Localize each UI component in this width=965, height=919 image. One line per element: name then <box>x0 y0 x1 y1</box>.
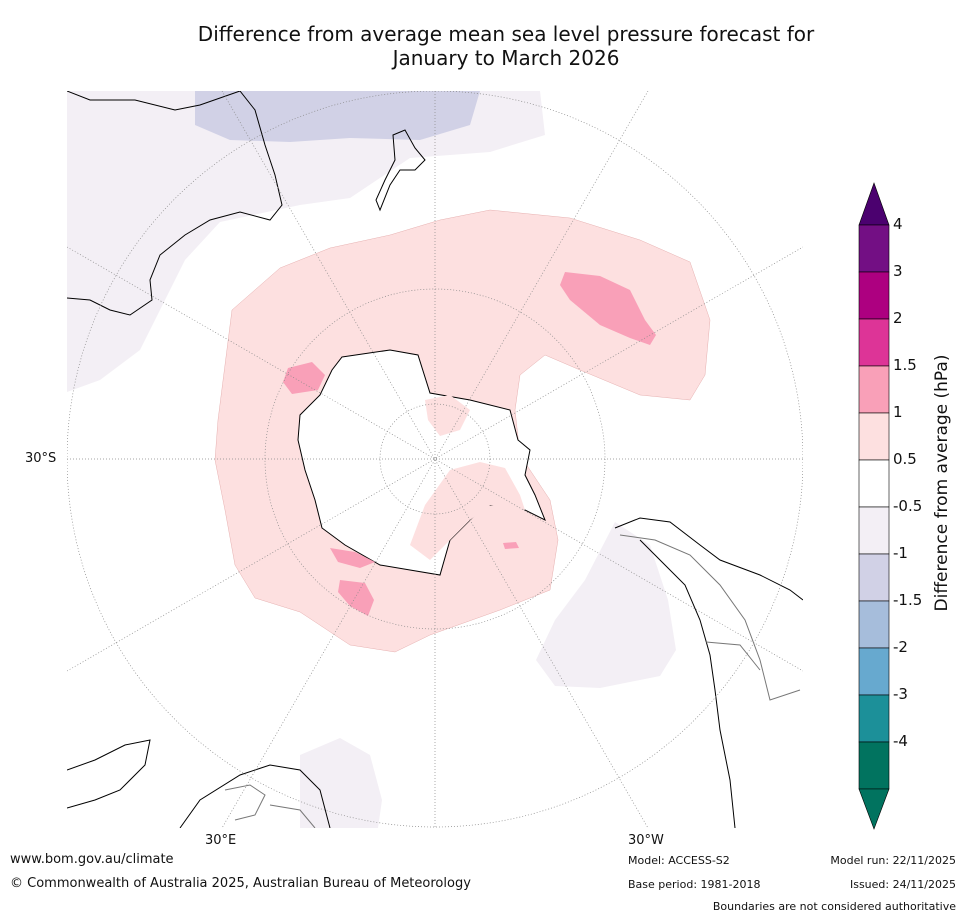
colorbar-tick-label: -4 <box>893 732 908 750</box>
negative-anomaly-region-australia <box>67 91 545 392</box>
footer-copyright: © Commonwealth of Australia 2025, Austra… <box>10 876 471 891</box>
meridian-line <box>221 91 649 828</box>
colorbar-tick-label: -1.5 <box>893 591 923 609</box>
footer-disclaimer: Boundaries are not considered authoritat… <box>712 900 956 913</box>
latitude-label-30s: 30°S <box>25 451 57 466</box>
colorbar-segment <box>858 694 890 743</box>
new-zealand-coastline <box>375 129 426 212</box>
footer-base-period: Base period: 1981-2018 <box>628 878 761 891</box>
meridian-line <box>67 246 803 672</box>
colorbar-segment <box>858 741 890 790</box>
positive-anomaly-core-east-antarctica <box>283 362 325 394</box>
footer-model: Model: ACCESS-S2 <box>628 854 730 867</box>
africa-country-borders <box>224 784 316 828</box>
colorbar-segment <box>858 506 890 555</box>
colorbar-title: Difference from average (hPa) <box>932 354 952 612</box>
positive-anomaly-core-south-atlantic <box>338 580 374 616</box>
colorbar-segment <box>858 647 890 696</box>
colorbar-segment <box>858 271 890 320</box>
colorbar-bottom-arrow <box>858 788 890 830</box>
negative-anomaly-core-tasman <box>195 91 480 142</box>
footer-url[interactable]: www.bom.gov.au/climate <box>10 852 174 867</box>
colorbar-tick-label: 1 <box>893 403 903 421</box>
colorbar-segment <box>858 318 890 367</box>
footer-issued: Issued: 24/11/2025 <box>849 878 956 891</box>
colorbar-tick-label: 4 <box>893 215 903 233</box>
colorbar-segment <box>858 459 890 508</box>
colorbar-top-arrow <box>858 182 890 226</box>
africa-coastline <box>67 739 331 828</box>
positive-anomaly-antarctic-east <box>425 395 470 436</box>
colorbar-tick-label: -0.5 <box>893 497 923 515</box>
colorbar-segment <box>858 365 890 414</box>
positive-anomaly-antarctic-west <box>410 462 525 560</box>
meridian-line <box>67 246 803 672</box>
colorbar-tick-label: 1.5 <box>893 356 917 374</box>
chart-title: Difference from average mean sea level p… <box>0 22 965 70</box>
colorbar-segment <box>858 553 890 602</box>
colorbar-tick-label: 2 <box>893 309 903 327</box>
positive-anomaly-core-drake <box>503 542 519 549</box>
footer-model-run: Model run: 22/11/2025 <box>830 854 956 867</box>
chart-title-line1: Difference from average mean sea level p… <box>197 22 815 46</box>
chart-title-line2: January to March 2026 <box>392 46 620 70</box>
colorbar-segment <box>858 412 890 461</box>
colorbar-tick-label: -3 <box>893 685 908 703</box>
negative-anomaly-region-south-america <box>536 522 676 688</box>
south-america-country-borders <box>619 534 801 701</box>
colorbar-tick-label: -2 <box>893 638 908 656</box>
negative-anomaly-region-africa <box>300 738 382 828</box>
colorbar-segment <box>858 224 890 273</box>
longitude-label-30w: 30°W <box>628 833 664 848</box>
graticule <box>67 91 803 828</box>
positive-anomaly-core-pacific <box>560 272 656 345</box>
colorbar-tick-label: -1 <box>893 544 908 562</box>
australia-coastline <box>67 91 283 316</box>
colorbar-tick-label: 0.5 <box>893 450 917 468</box>
colorbar-tick-label: 3 <box>893 262 903 280</box>
meridian-line <box>221 91 649 828</box>
positive-anomaly-core-weddell <box>330 548 375 568</box>
colorbar-segment <box>858 600 890 649</box>
south-america-coastline <box>614 517 803 828</box>
longitude-label-30e: 30°E <box>205 833 237 848</box>
